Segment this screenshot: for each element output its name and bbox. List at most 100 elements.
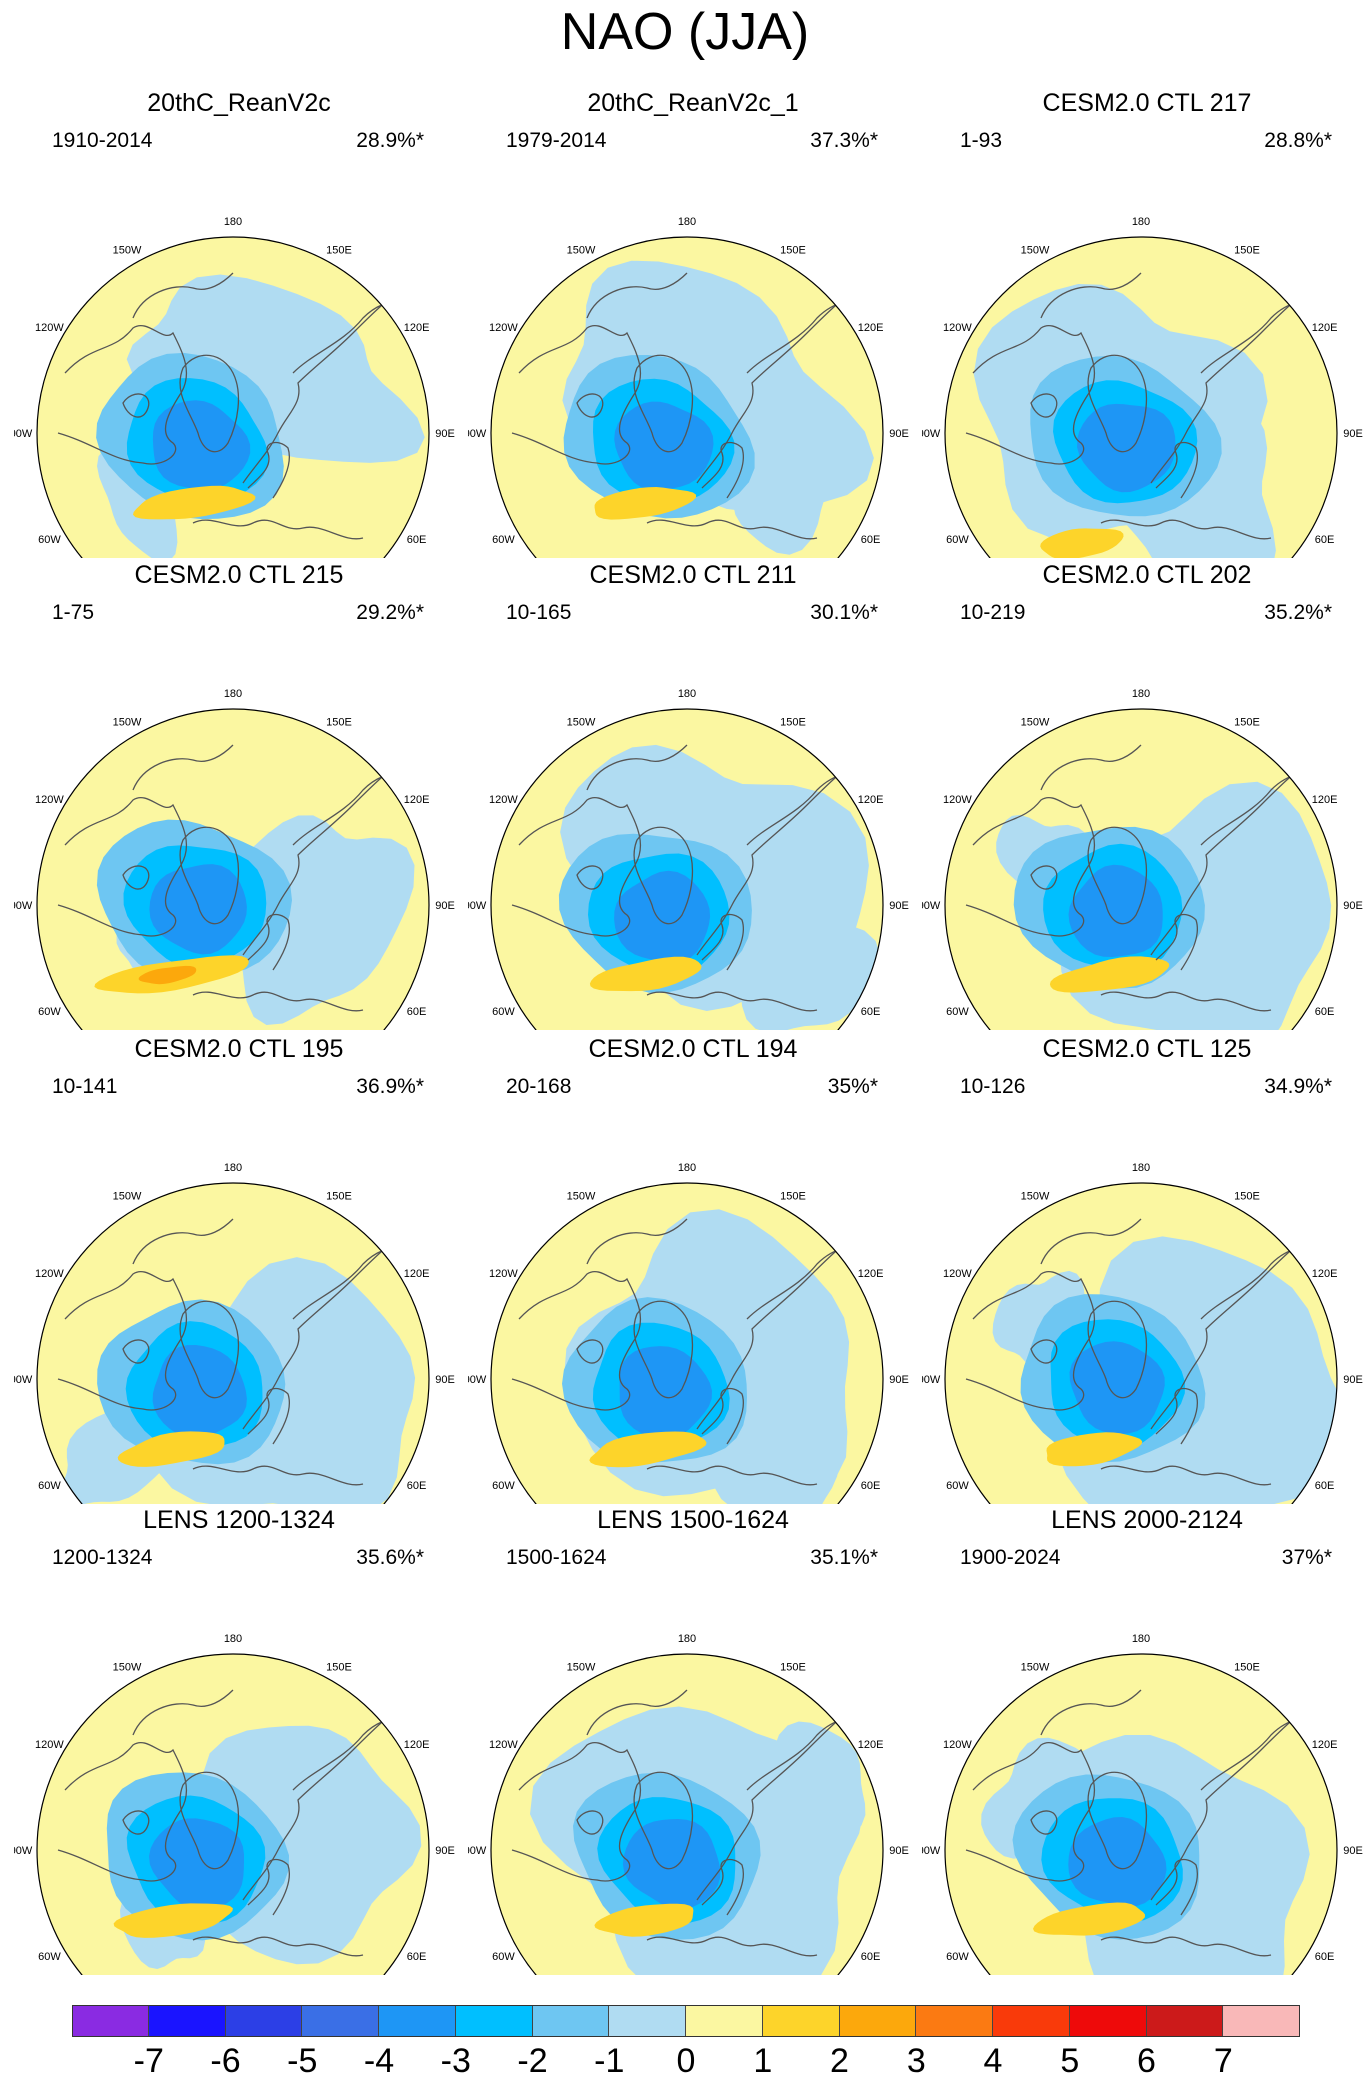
longitude-label: 60E — [407, 1480, 427, 1492]
longitude-label: 60W — [38, 1006, 61, 1018]
longitude-label: 150E — [1234, 244, 1260, 256]
panel-variance-pct: 35.1%* — [810, 1546, 878, 1569]
longitude-label: 120E — [858, 1739, 884, 1751]
coastline — [1155, 1858, 1198, 1916]
colorbar-tick-label: 0 — [676, 2042, 696, 2080]
map-panel: 180150E120E90E60E30E030W60W90W120W150WLE… — [14, 1505, 464, 1975]
map-panel: 180150E120E90E60E30E030W60W90W120W150WCE… — [922, 1034, 1370, 1504]
longitude-label: 120E — [1312, 1739, 1338, 1751]
coastline — [179, 1300, 240, 1399]
anomaly-region-pos2 — [589, 1431, 707, 1468]
anomaly-region-neg1 — [729, 400, 850, 555]
anomaly-region-pos2 — [1040, 528, 1124, 558]
longitude-label: 60W — [946, 1951, 969, 1963]
longitude-label: 150E — [326, 1190, 352, 1202]
coastline — [192, 1936, 364, 1957]
longitude-label: 150E — [1234, 1190, 1260, 1202]
longitude-label: 180 — [1132, 216, 1150, 228]
coastline — [132, 1218, 234, 1265]
longitude-label: 90W — [14, 1374, 33, 1386]
coastline — [696, 282, 868, 484]
panel-period: 1979-2014 — [506, 129, 607, 152]
longitude-label: 150E — [1234, 716, 1260, 728]
coastline — [132, 1689, 234, 1736]
anomaly-region-pos2 — [113, 1903, 233, 1938]
coastline — [242, 282, 414, 484]
coastline — [192, 1465, 364, 1486]
coastline — [242, 1699, 414, 1901]
longitude-label: 120W — [943, 794, 972, 806]
panel-period: 10-219 — [960, 601, 1026, 624]
longitude-label: 90W — [922, 428, 941, 440]
longitude-label: 180 — [1132, 1162, 1150, 1174]
map-boundary — [36, 708, 430, 1030]
coastline — [179, 826, 240, 925]
coastline — [1030, 1810, 1058, 1835]
anomaly-region-neg4 — [152, 1345, 247, 1439]
longitude-label: 90E — [889, 900, 909, 912]
longitude-label: 180 — [678, 688, 696, 700]
longitude-label: 60W — [38, 1951, 61, 1963]
colorbar-swatch — [839, 2005, 917, 2037]
longitude-label: 150W — [113, 244, 142, 256]
longitude-label: 180 — [678, 216, 696, 228]
coastline — [646, 519, 818, 540]
coastline — [633, 826, 694, 925]
longitude-label: 180 — [224, 1162, 242, 1174]
longitude-label: 60W — [38, 1480, 61, 1492]
longitude-label: 60E — [861, 1480, 881, 1492]
map-panel: 180150E120E90E60E30E030W60W90W120W150WCE… — [468, 560, 918, 1030]
longitude-label: 60W — [492, 1006, 515, 1018]
longitude-label: 120E — [1312, 1268, 1338, 1280]
longitude-label: 90W — [922, 1374, 941, 1386]
anomaly-region-pos2 — [1046, 1432, 1143, 1467]
polar-map: 180150E120E90E60E30E030W60W90W120W150W — [922, 1633, 1363, 1975]
coastline — [576, 1339, 604, 1364]
panel-variance-pct: 29.2%* — [356, 601, 424, 624]
map-boundary — [490, 1182, 884, 1504]
longitude-label: 180 — [678, 1633, 696, 1645]
map-boundary — [490, 1653, 884, 1975]
coastline — [179, 1771, 240, 1870]
panel-period: 1-75 — [52, 601, 95, 624]
panel-title: 20thC_ReanV2c_1 — [587, 89, 799, 117]
coastline — [192, 519, 364, 540]
coastline — [701, 1387, 744, 1445]
anomaly-region-pos2 — [1049, 956, 1170, 993]
longitude-label: 180 — [224, 216, 242, 228]
map-boundary — [36, 236, 430, 558]
colorbar-tick-label: 5 — [1060, 2042, 1080, 2080]
coastline — [646, 991, 818, 1012]
map-boundary — [490, 236, 884, 558]
panel-title: LENS 1500-1624 — [597, 1506, 789, 1534]
longitude-label: 60W — [492, 534, 515, 546]
longitude-label: 90W — [14, 428, 33, 440]
longitude-label: 120W — [943, 1268, 972, 1280]
longitude-label: 60W — [946, 1006, 969, 1018]
colorbar-swatch — [455, 2005, 533, 2037]
longitude-label: 120E — [1312, 322, 1338, 334]
longitude-label: 120W — [943, 1739, 972, 1751]
longitude-label: 120W — [489, 1268, 518, 1280]
coastline — [1040, 272, 1142, 319]
longitude-label: 150E — [326, 244, 352, 256]
colorbar-swatch — [148, 2005, 226, 2037]
panel-title: CESM2.0 CTL 202 — [1042, 561, 1252, 589]
longitude-label: 60E — [861, 1006, 881, 1018]
map-boundary — [36, 1182, 430, 1504]
colorbar: -7 -6 -5 -4 -3 -2 -1 0 1 2 3 4 5 6 7 — [72, 2005, 1301, 2080]
coastline — [1100, 1465, 1272, 1486]
longitude-label: 150W — [1021, 716, 1050, 728]
colorbar-swatch — [993, 2005, 1070, 2037]
coastline — [586, 1218, 688, 1265]
longitude-label: 150E — [780, 244, 806, 256]
longitude-label: 60W — [946, 534, 969, 546]
longitude-label: 90W — [14, 900, 33, 912]
coastline — [1150, 1699, 1322, 1901]
longitude-label: 120W — [35, 322, 64, 334]
coastline — [122, 1339, 150, 1364]
map-boundary — [944, 708, 1338, 1030]
colorbar-swatch — [1223, 2005, 1301, 2037]
longitude-label: 120E — [858, 1268, 884, 1280]
panel-title: CESM2.0 CTL 211 — [589, 561, 797, 589]
